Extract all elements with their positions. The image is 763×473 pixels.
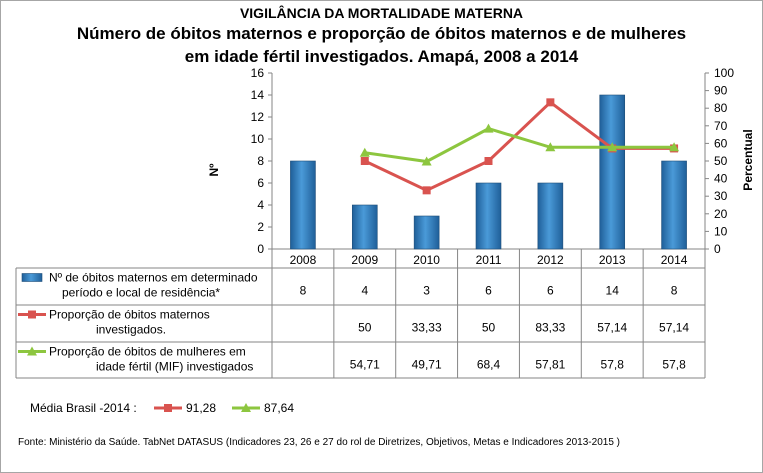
bar-obitos-2009	[351, 204, 378, 250]
row-maternos-value-2010: 33,33	[412, 321, 442, 335]
row-obitos-value-2008: 8	[300, 284, 307, 298]
y-left-tick-label: 0	[257, 242, 264, 256]
row-mif-legend-text-2: idade fértil (MIF) investigados	[96, 360, 253, 374]
row-obitos-value-2011: 6	[485, 284, 492, 298]
chart-supertitle: VIGILÂNCIA DA MORTALIDADE MATERNA	[239, 5, 524, 21]
row-maternos-legend-text-2: investigados.	[96, 323, 166, 337]
x-category-label-2008: 2008	[290, 253, 317, 267]
y-right-tick-label: 50	[714, 154, 728, 168]
y-left-tick-label: 6	[257, 176, 264, 190]
y-right-tick-label: 70	[714, 119, 728, 133]
bar-obitos-2012	[537, 182, 564, 250]
y-left-tick-label: 14	[251, 88, 265, 102]
y-right-tick-label: 60	[714, 136, 728, 150]
media-brasil-value-mif: 87,64	[264, 401, 295, 415]
row-obitos-legend-key	[21, 273, 43, 282]
row-mif-legend-text-1: Proporção de óbitos de mulheres em	[49, 345, 246, 359]
row-maternos-legend-key-marker	[28, 310, 36, 319]
y-left-tick-label: 12	[251, 110, 265, 124]
y-left-tick-label: 8	[257, 154, 264, 168]
media-brasil-materna-key-marker	[164, 404, 172, 412]
row-maternos-legend-text-1: Proporção de óbitos maternos	[49, 308, 210, 322]
row-obitos-value-2014: 8	[671, 284, 678, 298]
row-maternos-value-2009: 50	[358, 321, 372, 335]
y-axis-left-title: Nº	[207, 163, 221, 177]
row-mif-value-2013: 57,8	[601, 358, 625, 372]
media-brasil-value-materna: 91,28	[186, 401, 217, 415]
bar-obitos-2014	[661, 160, 687, 250]
row-maternos-value-2014: 57,14	[659, 321, 689, 335]
y-right-tick-label: 30	[714, 189, 728, 203]
x-category-label-2009: 2009	[351, 253, 378, 267]
bar-obitos-2008	[290, 160, 316, 250]
media-brasil-mif-key-marker	[241, 403, 251, 412]
y-right-tick-label: 20	[714, 207, 728, 221]
y-axis-right-title: Percentual	[741, 129, 755, 190]
row-mif-value-2011: 68,4	[477, 358, 501, 372]
bar-obitos-2013	[599, 94, 626, 250]
row-obitos-value-2013: 14	[606, 284, 620, 298]
y-right-tick-label: 90	[714, 84, 728, 98]
source-footer: Fonte: Ministério da Saúde. TabNet DATAS…	[18, 437, 620, 448]
chart-title-line-1: Número de óbitos maternos e proporção de…	[76, 24, 687, 43]
x-category-label-2012: 2012	[537, 253, 564, 267]
row-obitos-value-2012: 6	[547, 284, 554, 298]
row-maternos-value-2013: 57,14	[597, 321, 627, 335]
row-mif-value-2012: 57,81	[535, 358, 565, 372]
y-left-tick-label: 2	[257, 220, 264, 234]
line-obitos-maternos-point-2011	[484, 157, 493, 165]
x-category-label-2013: 2013	[599, 253, 626, 267]
line-obitos-mif-line	[364, 127, 675, 164]
row-obitos-value-2010: 3	[423, 284, 430, 298]
line-obitos-mif-point-2013	[607, 142, 618, 152]
media-brasil-label: Média Brasil -2014 :	[30, 401, 137, 415]
x-category-label-2010: 2010	[413, 253, 440, 267]
row-maternos-value-2011: 50	[482, 321, 496, 335]
y-left-tick-label: 16	[251, 66, 265, 80]
x-category-label-2014: 2014	[661, 253, 688, 267]
y-right-tick-label: 80	[714, 101, 728, 115]
row-mif-legend-key-marker	[27, 346, 37, 356]
row-maternos-value-2012: 83,33	[535, 321, 565, 335]
row-mif-value-2010: 49,71	[412, 358, 442, 372]
y-right-tick-label: 100	[714, 66, 734, 80]
row-obitos-value-2009: 4	[361, 284, 368, 298]
chart-title-line-2: em idade fértil investigados. Amapá, 200…	[184, 47, 579, 66]
bar-obitos-2011	[475, 182, 502, 250]
line-obitos-mif-point-2011	[483, 123, 494, 133]
line-obitos-maternos-point-2012	[546, 98, 555, 107]
y-left-tick-label: 10	[251, 132, 265, 146]
row-obitos-legend-text-1: Nº de óbitos maternos em determinado	[49, 271, 258, 285]
row-obitos-legend-text-2: período e local de residência*	[62, 286, 220, 300]
row-mif-value-2014: 57,8	[662, 358, 686, 372]
line-obitos-mif-point-2014	[669, 142, 680, 152]
line-obitos-mif-point-2009	[359, 147, 370, 157]
y-left-tick-label: 4	[257, 198, 264, 212]
y-right-tick-label: 0	[714, 242, 721, 256]
y-right-tick-label: 40	[714, 172, 728, 186]
line-obitos-mif-point-2010	[421, 156, 432, 166]
line-obitos-mif-point-2012	[545, 142, 556, 152]
line-obitos-maternos-point-2010	[422, 186, 431, 195]
row-mif-value-2009: 54,71	[350, 358, 380, 372]
bar-obitos-2010	[413, 215, 440, 250]
x-category-label-2011: 2011	[476, 253, 502, 267]
y-right-tick-label: 10	[714, 224, 728, 238]
line-obitos-maternos-point-2009	[360, 157, 369, 165]
